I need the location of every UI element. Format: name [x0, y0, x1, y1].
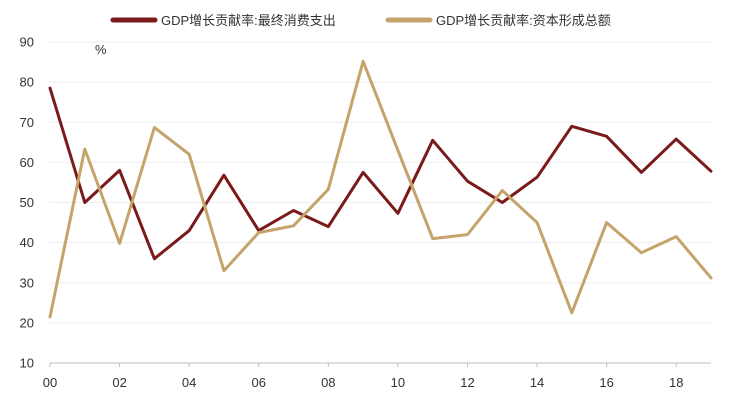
series-line-2 — [48, 59, 713, 319]
legend-label-1: GDP增长贡献率:最终消费支出 — [161, 13, 336, 28]
series-lines — [48, 59, 713, 319]
y-tick-label: 20 — [20, 315, 34, 330]
y-tick-label: 70 — [20, 115, 34, 130]
x-axis — [49, 362, 711, 367]
legend-label-2: GDP增长贡献率:资本形成总额 — [436, 13, 611, 28]
y-tick-label: 10 — [20, 356, 34, 371]
x-tick-label: 06 — [252, 375, 266, 390]
x-tick-label: 10 — [391, 375, 405, 390]
legend: GDP增长贡献率:最终消费支出 GDP增长贡献率:资本形成总额 — [110, 13, 611, 28]
y-tick-label: 50 — [20, 195, 34, 210]
x-tick-label: 08 — [321, 375, 335, 390]
y-tick-label: 30 — [20, 275, 34, 290]
x-axis-tick-labels: 00 02 04 06 08 10 12 14 16 18 — [43, 375, 684, 390]
series-line-1 — [48, 86, 713, 261]
y-tick-label: 90 — [20, 35, 34, 50]
x-tick-label: 16 — [599, 375, 613, 390]
y-tick-label: 60 — [20, 155, 34, 170]
x-tick-label: 18 — [669, 375, 683, 390]
x-tick-label: 12 — [460, 375, 474, 390]
x-tick-label: 04 — [182, 375, 196, 390]
grid-lines — [50, 41, 711, 324]
x-tick-label: 02 — [112, 375, 126, 390]
x-tick-label: 14 — [530, 375, 544, 390]
x-tick-label: 00 — [43, 375, 57, 390]
y-axis-unit-label: % — [95, 42, 107, 57]
y-axis-tick-labels: 10 20 30 40 50 60 70 80 90 — [20, 35, 34, 371]
y-tick-label: 40 — [20, 235, 34, 250]
y-tick-label: 80 — [20, 75, 34, 90]
